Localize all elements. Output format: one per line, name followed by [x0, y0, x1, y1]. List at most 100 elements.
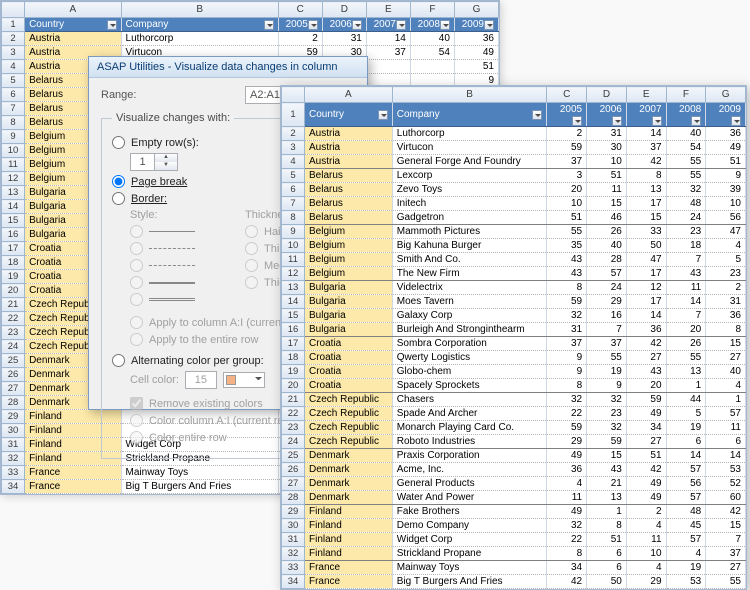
cell-value[interactable]: 57 — [706, 407, 746, 421]
filter-dropdown-icon[interactable] — [264, 20, 274, 30]
cell-value[interactable]: 54 — [666, 141, 706, 155]
cell-value[interactable]: 13 — [666, 365, 706, 379]
cell-value[interactable]: 7 — [666, 309, 706, 323]
cell-value[interactable]: 54 — [410, 46, 454, 60]
cell-value[interactable]: 51 — [626, 449, 666, 463]
cell-value[interactable]: 21 — [587, 477, 627, 491]
row-header[interactable]: 10 — [2, 144, 25, 158]
filter-dropdown-icon[interactable] — [612, 116, 622, 126]
cell-value[interactable] — [366, 60, 410, 74]
cell-value[interactable]: 45 — [666, 519, 706, 533]
cell-value[interactable]: 2 — [278, 32, 322, 46]
cell-value[interactable]: 42 — [626, 463, 666, 477]
cell-country[interactable]: Belgium — [304, 239, 392, 253]
cell-country[interactable]: Austria — [304, 155, 392, 169]
cell-value[interactable]: 20 — [626, 379, 666, 393]
cell-value[interactable]: 48 — [666, 197, 706, 211]
cell-value[interactable]: 4 — [706, 239, 746, 253]
cell-value[interactable]: 15 — [706, 519, 746, 533]
cell-value[interactable]: 7 — [587, 323, 627, 337]
row-header[interactable]: 22 — [2, 312, 25, 326]
cell-value[interactable]: 32 — [587, 393, 627, 407]
grid-front[interactable]: ABCDEFG1CountryCompany200520062007200820… — [281, 86, 746, 589]
row-header[interactable]: 30 — [282, 519, 305, 533]
filter-header[interactable]: Country — [304, 103, 392, 127]
cell-country[interactable]: Austria — [304, 141, 392, 155]
row-header[interactable]: 1 — [282, 103, 305, 127]
cell-value[interactable]: 19 — [587, 365, 627, 379]
cell-value[interactable]: 13 — [587, 491, 627, 505]
cell-value[interactable]: 15 — [587, 197, 627, 211]
cell-country[interactable]: Belarus — [304, 183, 392, 197]
row-header[interactable]: 26 — [2, 368, 25, 382]
row-header[interactable]: 33 — [282, 561, 305, 575]
row-header[interactable]: 18 — [2, 256, 25, 270]
cell-country[interactable]: Austria — [25, 32, 121, 46]
cell-company[interactable]: Smith And Co. — [392, 253, 547, 267]
cell-company[interactable]: Mainway Toys — [392, 561, 547, 575]
cell-value[interactable]: 34 — [626, 421, 666, 435]
cell-value[interactable]: 49 — [626, 491, 666, 505]
row-header[interactable]: 24 — [282, 435, 305, 449]
cell-value[interactable]: 59 — [547, 421, 587, 435]
cell-value[interactable]: 59 — [626, 393, 666, 407]
row-header[interactable]: 16 — [2, 228, 25, 242]
cell-value[interactable]: 11 — [626, 533, 666, 547]
cell-company[interactable]: Gadgetron — [392, 211, 547, 225]
cell-country[interactable]: Croatia — [304, 379, 392, 393]
filter-header[interactable]: 2009 — [454, 18, 498, 32]
cell-value[interactable]: 48 — [666, 505, 706, 519]
cell-company[interactable]: Mainway Toys — [121, 466, 278, 480]
cell-value[interactable]: 40 — [410, 32, 454, 46]
cell-country[interactable]: Croatia — [304, 365, 392, 379]
row-header[interactable]: 24 — [2, 340, 25, 354]
row-header[interactable]: 8 — [2, 116, 25, 130]
row-header[interactable]: 27 — [282, 477, 305, 491]
col-header-A[interactable]: A — [304, 87, 392, 103]
cell-value[interactable]: 46 — [587, 211, 627, 225]
cell-value[interactable]: 9 — [587, 379, 627, 393]
cell-value[interactable]: 56 — [706, 211, 746, 225]
cell-value[interactable]: 17 — [626, 197, 666, 211]
cell-value[interactable]: 8 — [547, 547, 587, 561]
cell-value[interactable]: 19 — [666, 421, 706, 435]
cell-country[interactable]: Finland — [304, 547, 392, 561]
row-header[interactable]: 32 — [282, 547, 305, 561]
filter-dropdown-icon[interactable] — [532, 110, 542, 120]
cell-value[interactable]: 34 — [547, 561, 587, 575]
cell-value[interactable]: 23 — [706, 267, 746, 281]
cell-value[interactable]: 44 — [666, 393, 706, 407]
col-header-E[interactable]: E — [366, 2, 410, 18]
row-header[interactable]: 16 — [282, 323, 305, 337]
row-header[interactable]: 17 — [2, 242, 25, 256]
cell-value[interactable]: 49 — [454, 46, 498, 60]
select-all-corner[interactable] — [282, 87, 305, 103]
filter-header[interactable]: 2007 — [626, 103, 666, 127]
cell-value[interactable]: 30 — [587, 141, 627, 155]
cell-value[interactable]: 51 — [454, 60, 498, 74]
col-header-B[interactable]: B — [392, 87, 547, 103]
cell-value[interactable]: 9 — [547, 351, 587, 365]
col-header-D[interactable]: D — [587, 87, 627, 103]
col-header-C[interactable]: C — [547, 87, 587, 103]
cell-country[interactable]: Croatia — [304, 351, 392, 365]
cell-value[interactable]: 36 — [626, 323, 666, 337]
cell-value[interactable]: 9 — [706, 169, 746, 183]
cell-value[interactable]: 26 — [666, 337, 706, 351]
filter-dropdown-icon[interactable] — [572, 116, 582, 126]
cell-company[interactable]: Virtucon — [392, 141, 547, 155]
cell-value[interactable]: 37 — [587, 337, 627, 351]
row-header[interactable]: 12 — [282, 267, 305, 281]
cell-color-swatch[interactable] — [223, 372, 265, 388]
col-header-A[interactable]: A — [25, 2, 121, 18]
cell-country[interactable]: Bulgaria — [304, 323, 392, 337]
cell-value[interactable]: 7 — [666, 253, 706, 267]
cell-company[interactable]: Lexcorp — [392, 169, 547, 183]
cell-country[interactable]: Czech Republic — [304, 435, 392, 449]
row-header[interactable]: 2 — [2, 32, 25, 46]
col-header-D[interactable]: D — [322, 2, 366, 18]
filter-dropdown-icon[interactable] — [652, 116, 662, 126]
cell-value[interactable]: 59 — [547, 141, 587, 155]
cell-value[interactable]: 55 — [706, 575, 746, 589]
row-header[interactable]: 18 — [282, 351, 305, 365]
